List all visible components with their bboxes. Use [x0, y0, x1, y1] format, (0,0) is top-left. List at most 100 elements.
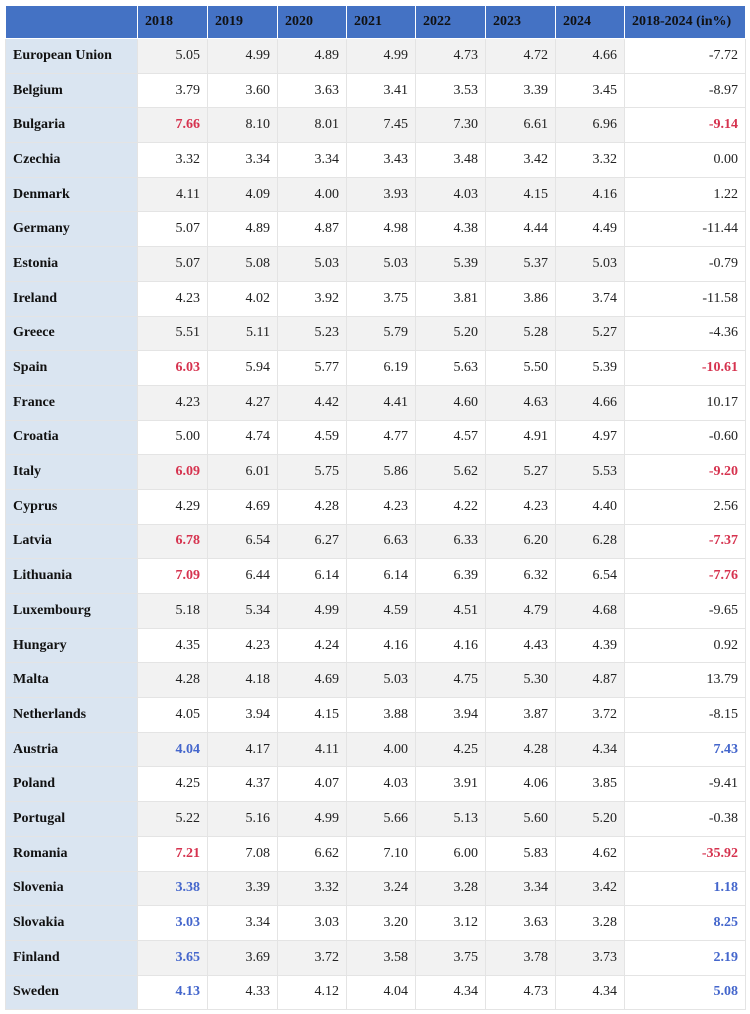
table-row: Netherlands 4.05 3.94 4.15 3.88 3.94 3.87 3.72-…	[5, 697, 746, 733]
column-header: 2020	[277, 5, 347, 39]
row-label: Finland	[5, 939, 138, 976]
value-cell: 4.23	[137, 280, 208, 317]
value-cell: 5.86	[346, 454, 416, 490]
value-cell: 3.28	[415, 870, 486, 907]
value-cell: 6.33	[415, 523, 486, 560]
value-cell: 4.99	[207, 38, 278, 74]
value-cell: 4.05	[137, 697, 208, 733]
value-cell: 4.40	[555, 488, 625, 525]
change-cell: -8.15	[624, 697, 746, 733]
value-cell: 3.94	[207, 697, 278, 733]
value-cell: 6.27	[277, 523, 347, 560]
value-cell: 4.59	[277, 419, 347, 456]
value-cell: 4.69	[207, 488, 278, 525]
change-cell: 13.79	[624, 662, 746, 699]
table-row: Slovenia 3.38 3.39 3.32 3.24 3.28 3.34 3.42 1.18	[5, 870, 746, 907]
value-cell: 4.42	[277, 384, 347, 421]
value-cell: 5.05	[137, 38, 208, 74]
value-cell: 4.62	[555, 835, 625, 872]
value-cell: 6.96	[555, 107, 625, 144]
row-label: France	[5, 384, 138, 421]
table-row: Cyprus 4.29 4.69 4.28 4.23 4.22 4.23 4.40 2.56	[5, 488, 746, 525]
value-cell: 7.66	[137, 107, 208, 144]
value-cell: 3.24	[346, 870, 416, 907]
value-cell: 3.12	[415, 905, 486, 941]
table-row: Luxembourg 5.18 5.34 4.99 4.59 4.51 4.79 4.68 -9…	[5, 593, 746, 629]
value-cell: 3.53	[415, 72, 486, 109]
value-cell: 5.27	[485, 454, 556, 490]
value-cell: 4.68	[555, 593, 625, 629]
value-cell: 5.03	[555, 246, 625, 282]
value-cell: 6.03	[137, 350, 208, 386]
column-header: 2022	[415, 5, 486, 39]
value-cell: 3.63	[485, 905, 556, 941]
value-cell: 6.14	[277, 558, 347, 594]
table-row: Italy 6.09 6.01 5.75 5.86 5.62 5.27 5.53 -9.20	[5, 454, 746, 490]
value-cell: 3.69	[207, 939, 278, 976]
value-cell: 4.77	[346, 419, 416, 456]
value-cell: 3.85	[555, 766, 625, 803]
value-cell: 4.99	[277, 593, 347, 629]
value-cell: 4.89	[277, 38, 347, 74]
table-row: France 4.23 4.27 4.42 4.41 4.60 4.63 4.66 10.17	[5, 384, 746, 421]
value-cell: 3.78	[485, 939, 556, 976]
row-label: Czechia	[5, 142, 138, 178]
value-cell: 4.69	[277, 662, 347, 699]
value-cell: 4.74	[207, 419, 278, 456]
value-cell: 5.03	[277, 246, 347, 282]
row-label: Lithuania	[5, 558, 138, 594]
header-row: 2018 2019 2020 2021 2022 2023 2024 2018-2024 (i…	[5, 5, 746, 39]
table-row: Germany 5.07 4.89 4.87 4.98 4.38 4.44 4.49 -11.4…	[5, 211, 746, 248]
row-label: Hungary	[5, 627, 138, 664]
value-cell: 5.79	[346, 315, 416, 352]
value-cell: 4.73	[415, 38, 486, 74]
change-cell: -0.60	[624, 419, 746, 456]
value-cell: 5.77	[277, 350, 347, 386]
table-row: Austria 4.04 4.17 4.11 4.00 4.25 4.28 4.34 7.43	[5, 731, 746, 768]
value-cell: 3.32	[555, 142, 625, 178]
value-cell: 5.50	[485, 350, 556, 386]
value-cell: 7.09	[137, 558, 208, 594]
table-row: Latvia 6.78 6.54 6.27 6.63 6.33 6.20 6.28 -7.37	[5, 523, 746, 560]
value-cell: 5.39	[415, 246, 486, 282]
value-cell: 3.79	[137, 72, 208, 109]
row-label: Ireland	[5, 280, 138, 317]
value-cell: 3.34	[207, 905, 278, 941]
value-cell: 4.75	[415, 662, 486, 699]
value-cell: 3.93	[346, 176, 416, 213]
value-cell: 5.66	[346, 801, 416, 837]
value-cell: 5.63	[415, 350, 486, 386]
table-row: Sweden 4.13 4.33 4.12 4.04 4.34 4.73 4.34 5.08	[5, 974, 746, 1011]
table-row: Lithuania 7.09 6.44 6.14 6.14 6.39 6.32 6.54 -7.…	[5, 558, 746, 594]
value-cell: 3.81	[415, 280, 486, 317]
value-cell: 4.99	[346, 38, 416, 74]
value-cell: 5.11	[207, 315, 278, 352]
row-label: Austria	[5, 731, 138, 768]
value-cell: 6.09	[137, 454, 208, 490]
value-cell: 4.02	[207, 280, 278, 317]
column-header: 2018	[137, 5, 208, 39]
value-cell: 4.33	[207, 974, 278, 1011]
value-cell: 5.20	[415, 315, 486, 352]
change-cell: 1.18	[624, 870, 746, 907]
value-cell: 6.28	[555, 523, 625, 560]
value-cell: 3.39	[485, 72, 556, 109]
change-cell: -11.44	[624, 211, 746, 248]
value-cell: 4.00	[277, 176, 347, 213]
table-row: Portugal 5.22 5.16 4.99 5.66 5.13 5.60 5.20 -0.3…	[5, 801, 746, 837]
change-cell: -7.76	[624, 558, 746, 594]
value-cell: 4.28	[137, 662, 208, 699]
value-cell: 6.63	[346, 523, 416, 560]
value-cell: 4.60	[415, 384, 486, 421]
value-cell: 4.34	[415, 974, 486, 1011]
column-header: 2024	[555, 5, 625, 39]
value-cell: 3.32	[277, 870, 347, 907]
value-cell: 4.34	[555, 974, 625, 1011]
value-cell: 4.39	[555, 627, 625, 664]
value-cell: 5.51	[137, 315, 208, 352]
value-cell: 3.32	[137, 142, 208, 178]
value-cell: 4.29	[137, 488, 208, 525]
value-cell: 4.11	[137, 176, 208, 213]
value-cell: 4.28	[485, 731, 556, 768]
